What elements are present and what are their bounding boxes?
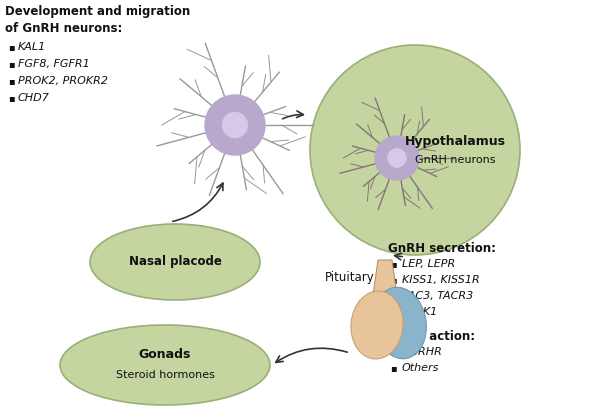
Text: Nasal placode: Nasal placode bbox=[128, 256, 221, 268]
Circle shape bbox=[205, 95, 265, 155]
Circle shape bbox=[223, 112, 248, 138]
Text: ▪: ▪ bbox=[390, 275, 397, 285]
Text: CHD7: CHD7 bbox=[18, 93, 50, 103]
Text: ▪: ▪ bbox=[390, 363, 397, 373]
Text: PROK2, PROKR2: PROK2, PROKR2 bbox=[18, 76, 108, 86]
Text: Pituitary: Pituitary bbox=[325, 270, 375, 284]
Text: Gonads: Gonads bbox=[139, 349, 191, 362]
Text: ▪: ▪ bbox=[390, 259, 397, 269]
Text: ▪: ▪ bbox=[8, 93, 14, 103]
PathPatch shape bbox=[373, 260, 397, 295]
Text: KAL1: KAL1 bbox=[18, 42, 46, 52]
Text: ▪: ▪ bbox=[390, 347, 397, 357]
Text: TAC3, TACR3: TAC3, TACR3 bbox=[402, 291, 473, 301]
Text: PCSK1: PCSK1 bbox=[402, 307, 438, 317]
Ellipse shape bbox=[60, 325, 270, 405]
Circle shape bbox=[375, 136, 419, 180]
Text: LEP, LEPR: LEP, LEPR bbox=[402, 259, 455, 269]
Text: ▪: ▪ bbox=[8, 42, 14, 52]
Text: Hypothalamus: Hypothalamus bbox=[404, 136, 506, 148]
Text: ▪: ▪ bbox=[390, 291, 397, 301]
Circle shape bbox=[388, 149, 406, 167]
Text: ▪: ▪ bbox=[8, 59, 14, 69]
Circle shape bbox=[310, 45, 520, 255]
Ellipse shape bbox=[374, 287, 427, 359]
Text: of GnRH neurons:: of GnRH neurons: bbox=[5, 22, 122, 35]
Ellipse shape bbox=[351, 291, 403, 359]
Text: Steroid hormones: Steroid hormones bbox=[116, 370, 214, 380]
Text: GnRH action:: GnRH action: bbox=[388, 330, 475, 343]
Text: FGF8, FGFR1: FGF8, FGFR1 bbox=[18, 59, 90, 69]
Text: GnRH secretion:: GnRH secretion: bbox=[388, 242, 496, 255]
Text: Development and migration: Development and migration bbox=[5, 5, 190, 18]
Text: GNRHR: GNRHR bbox=[402, 347, 443, 357]
Text: ▪: ▪ bbox=[390, 307, 397, 317]
Text: Others: Others bbox=[402, 363, 439, 373]
Ellipse shape bbox=[90, 224, 260, 300]
Text: ▪: ▪ bbox=[8, 76, 14, 86]
Text: KISS1, KISS1R: KISS1, KISS1R bbox=[402, 275, 480, 285]
Text: GnRH neurons: GnRH neurons bbox=[415, 155, 495, 165]
